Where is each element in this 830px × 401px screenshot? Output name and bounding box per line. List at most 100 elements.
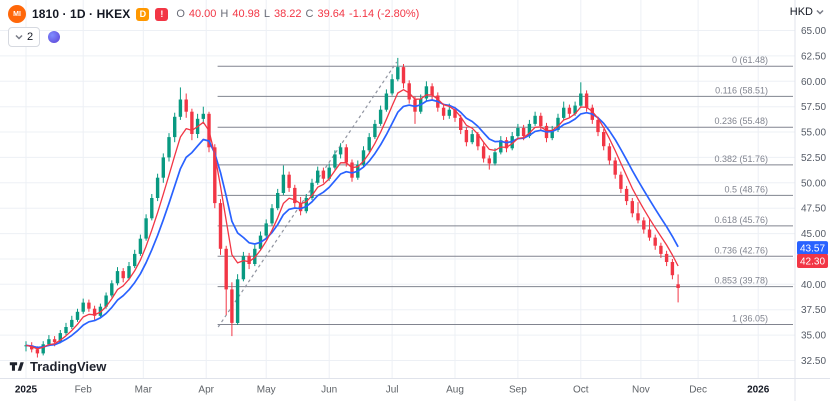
time-axis-label[interactable]: Dec xyxy=(689,385,707,396)
tradingview-logo-text: TradingView xyxy=(30,359,107,374)
high-value: 40.98 xyxy=(232,8,260,20)
time-axis-label[interactable]: Jul xyxy=(386,385,399,396)
candle-body xyxy=(487,158,491,164)
low-value: 38.22 xyxy=(274,8,302,20)
candle-body xyxy=(539,115,543,126)
ma-fast-line[interactable] xyxy=(25,89,679,350)
currency-label: HKD xyxy=(789,6,813,18)
time-axis-label[interactable]: 2026 xyxy=(747,385,770,396)
candle-body xyxy=(150,198,154,219)
fib-retracement[interactable]: 0 (61.48) 0.116 (58.51) 0.236 (55.48) 0.382… xyxy=(217,55,793,325)
candle-body xyxy=(550,130,554,139)
candle-body xyxy=(110,283,114,296)
time-axis-label[interactable]: Mar xyxy=(135,385,153,396)
candle-body xyxy=(52,339,57,343)
symbol-title[interactable]: 1810 · 1D · HKEX xyxy=(32,7,131,21)
candle-body xyxy=(401,67,406,84)
candle-body xyxy=(235,279,240,323)
candle-body xyxy=(350,162,354,178)
price-axis-bg xyxy=(795,0,830,401)
alert-badge[interactable]: ! xyxy=(155,7,169,21)
candle-body xyxy=(138,238,143,254)
tradingview-logo[interactable]: TradingView xyxy=(8,358,106,375)
candle-body xyxy=(573,105,577,114)
candle-body xyxy=(659,245,663,254)
candle-body xyxy=(424,86,429,99)
price-tick-label: 32.50 xyxy=(801,356,826,367)
candle-body xyxy=(499,140,503,153)
candle-body xyxy=(70,319,74,327)
candle-body xyxy=(470,134,474,143)
ma-slow-line[interactable] xyxy=(25,99,679,349)
candle-body xyxy=(247,255,251,264)
candle-body xyxy=(619,174,623,189)
time-axis-label[interactable]: Sep xyxy=(509,385,527,396)
open-value: 40.00 xyxy=(188,8,217,20)
trend-line[interactable] xyxy=(217,61,398,328)
price-badge-value: 42.30 xyxy=(800,257,825,268)
candle-body xyxy=(75,311,80,320)
candle-body xyxy=(184,99,188,112)
indicator-icon[interactable] xyxy=(45,28,63,46)
candle-body xyxy=(293,187,297,204)
indicators-collapse-pill[interactable]: 2 xyxy=(8,27,41,47)
time-axis-label[interactable]: Aug xyxy=(446,385,464,396)
candle-body xyxy=(241,255,246,280)
price-axis[interactable]: 65.00 62.50 60.00 57.50 55.00 52.50 50.00 47.50… xyxy=(797,26,828,367)
price-tick-label: 65.00 xyxy=(801,26,826,37)
candle-body xyxy=(630,201,634,214)
time-axis-label[interactable]: 2025 xyxy=(15,385,38,396)
candle-body xyxy=(190,111,194,134)
time-axis-label[interactable]: May xyxy=(257,385,276,396)
time-axis-label[interactable]: Feb xyxy=(75,385,93,396)
symbol-logo-icon[interactable]: MI xyxy=(8,5,26,23)
candle-body xyxy=(92,308,97,316)
candle-body xyxy=(213,147,217,204)
price-badge: 42.30 xyxy=(797,254,828,268)
currency-selector[interactable]: HKD xyxy=(790,6,824,18)
time-axis-label[interactable]: Oct xyxy=(573,385,589,396)
candle-body xyxy=(607,146,612,161)
price-tick-label: 60.00 xyxy=(801,77,826,88)
time-axis-label[interactable]: Jun xyxy=(321,385,337,396)
candle-body xyxy=(670,262,675,276)
candle-body xyxy=(287,174,291,188)
candle-body xyxy=(378,109,383,124)
candle-body xyxy=(87,302,91,309)
time-axis-label[interactable]: Nov xyxy=(632,385,650,396)
time-axis[interactable]: 2025 Feb Mar Apr May Jun Jul Aug Sep Oct Nov Dec 202… xyxy=(15,385,770,396)
price-tick-label: 37.50 xyxy=(801,305,826,316)
candle-body xyxy=(664,253,669,262)
candle-body xyxy=(504,140,509,149)
candle-body xyxy=(361,150,366,165)
candle-body xyxy=(556,117,560,130)
candle-body xyxy=(281,174,286,193)
high-label: H xyxy=(220,8,229,20)
candle-body xyxy=(161,157,165,178)
delayed-data-badge[interactable]: D xyxy=(136,7,150,21)
price-tick-label: 62.50 xyxy=(801,51,826,62)
low-label: L xyxy=(263,8,271,20)
candle-body xyxy=(344,147,348,163)
candle-body xyxy=(167,137,171,158)
fib-level-label: 0.5 (48.76) xyxy=(724,184,768,194)
price-tick-label: 47.50 xyxy=(801,204,826,215)
candle-body xyxy=(321,170,326,179)
chevron-down-icon xyxy=(816,9,824,15)
candle-body xyxy=(47,339,51,345)
close-label: C xyxy=(305,8,314,20)
candle-body xyxy=(407,83,411,100)
candle-body xyxy=(453,109,457,118)
candle-body xyxy=(384,93,389,110)
candle-body xyxy=(493,152,497,164)
time-axis-label[interactable]: Apr xyxy=(198,385,214,396)
candle-body xyxy=(35,349,40,354)
candle-body xyxy=(464,130,469,143)
candle-body xyxy=(373,123,377,138)
candle-body xyxy=(642,220,646,230)
candle-body xyxy=(447,109,451,116)
open-label: O xyxy=(176,8,185,20)
